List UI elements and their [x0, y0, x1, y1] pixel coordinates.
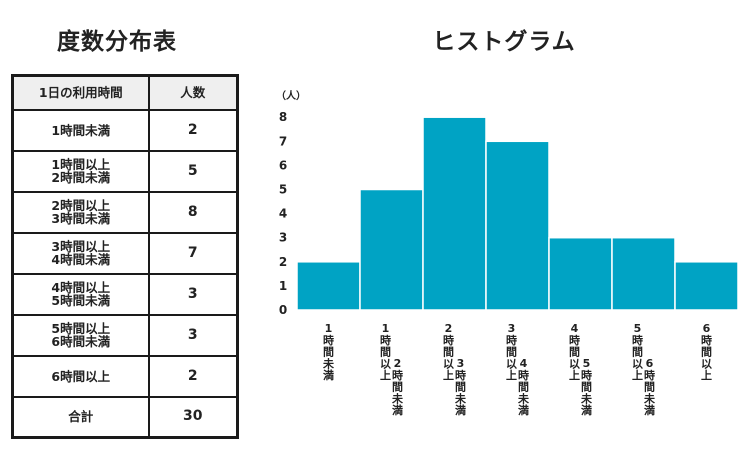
x-category-label: 3 時間未満 [454, 357, 467, 417]
total-value-cell: 30 [147, 395, 239, 439]
class-label: 1時間未満 [51, 122, 111, 138]
header-usage-time: 1日の利用時間 [11, 74, 150, 111]
histogram-title: ヒストグラム [432, 29, 576, 55]
class-label: 2時間以上 [51, 198, 111, 213]
table-row: 1時間以上 2時間未満 5 [11, 149, 239, 193]
class-label: 5時間以上 [51, 321, 111, 336]
table-row: 6時間以上 2 [11, 354, 239, 398]
y-tick-label: 8 [279, 110, 287, 124]
class-cell: 1時間以上 2時間未満 [11, 149, 150, 193]
class-cell: 3時間以上 4時間未満 [11, 231, 150, 275]
histogram-bar [422, 116, 487, 311]
x-category-label: 5 時間未満 [580, 357, 593, 417]
table-total-row: 合計 30 [11, 395, 239, 439]
total-label-cell: 合計 [11, 395, 150, 439]
x-category-label: 6 時間未満 [643, 357, 656, 417]
table-row: 4時間以上 5時間未満 3 [11, 272, 239, 316]
histogram-bar [611, 236, 676, 311]
y-tick-label: 6 [279, 158, 287, 172]
y-tick-label: 5 [279, 183, 287, 197]
table-row: 2時間以上 3時間未満 8 [11, 190, 239, 234]
x-category-label: 6 時間以上 [701, 322, 712, 382]
class-cell: 2時間以上 3時間未満 [11, 190, 150, 234]
x-category-label: 2 時間以上 [443, 322, 454, 382]
histogram-bar [548, 236, 613, 311]
x-category-label: 2 時間未満 [391, 357, 404, 417]
y-tick-label: 1 [279, 279, 287, 293]
count-cell: 8 [147, 190, 239, 234]
histogram-bar [485, 140, 550, 311]
class-label: 1時間以上 [51, 157, 111, 172]
y-tick-label: 2 [279, 255, 287, 269]
x-category-label: 1 時間未満 [322, 322, 335, 382]
x-category-label: 3 時間以上 [506, 322, 517, 382]
class-cell: 6時間以上 [11, 354, 150, 398]
x-category-label: 5 時間以上 [632, 322, 643, 382]
class-label: 4時間未満 [51, 252, 111, 267]
histogram-bar [359, 188, 424, 311]
class-cell: 4時間以上 5時間未満 [11, 272, 150, 316]
class-label: 2時間未満 [51, 170, 111, 185]
table-row: 1時間未満 2 [11, 108, 239, 152]
class-label: 6時間未満 [51, 334, 111, 349]
frequency-table: 1日の利用時間 人数 1時間未満 2 1時間以上 2時間未満 5 2時間以上 3… [11, 74, 239, 439]
class-cell: 1時間未満 [11, 108, 150, 152]
x-category-label: 1 時間以上 [380, 322, 391, 382]
x-category-label: 4 時間以上 [569, 322, 580, 382]
histogram-bar [296, 261, 361, 311]
count-cell: 2 [147, 108, 239, 152]
header-count: 人数 [147, 74, 239, 111]
class-cell: 5時間以上 6時間未満 [11, 313, 150, 357]
count-cell: 2 [147, 354, 239, 398]
class-label: 6時間以上 [51, 368, 111, 384]
class-label: 3時間未満 [51, 211, 111, 226]
x-category-label: 4 時間未満 [517, 357, 530, 417]
y-tick-label: 0 [279, 303, 287, 317]
y-tick-label: 3 [279, 231, 287, 245]
histogram-bar [674, 261, 739, 311]
y-tick-label: 4 [279, 207, 287, 221]
count-cell: 3 [147, 272, 239, 316]
table-header-row: 1日の利用時間 人数 [11, 74, 239, 111]
class-label: 3時間以上 [51, 239, 111, 254]
y-tick-label: 7 [279, 134, 287, 148]
count-cell: 3 [147, 313, 239, 357]
class-label: 4時間以上 [51, 280, 111, 295]
table-row: 3時間以上 4時間未満 7 [11, 231, 239, 275]
table-row: 5時間以上 6時間未満 3 [11, 313, 239, 357]
class-label: 5時間未満 [51, 293, 111, 308]
y-axis-unit-label: （人） [276, 89, 306, 102]
frequency-table-title: 度数分布表 [57, 29, 177, 55]
count-cell: 5 [147, 149, 239, 193]
count-cell: 7 [147, 231, 239, 275]
